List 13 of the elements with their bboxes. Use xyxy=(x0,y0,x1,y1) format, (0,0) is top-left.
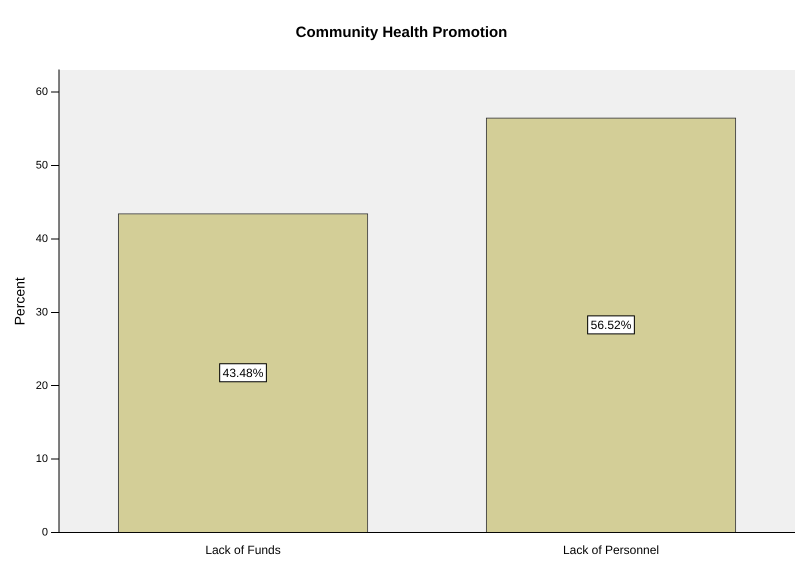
y-tick-label: 50 xyxy=(36,159,48,172)
y-tick-label: 20 xyxy=(36,380,48,392)
y-tick-label: 0 xyxy=(42,526,48,539)
y-tick-label: 30 xyxy=(36,306,48,318)
data-label: 56.52% xyxy=(590,318,632,332)
chart-title: Community Health Promotion xyxy=(296,24,508,42)
y-tick-label: 10 xyxy=(36,453,48,466)
data-label: 43.48% xyxy=(222,366,264,380)
y-tick-label: 40 xyxy=(36,232,48,245)
y-tick-label: 60 xyxy=(36,86,48,98)
y-axis-title: Percent xyxy=(11,277,28,326)
x-tick-label: Lack of Personnel xyxy=(562,543,660,558)
x-tick-label: Lack of Funds xyxy=(205,543,281,558)
